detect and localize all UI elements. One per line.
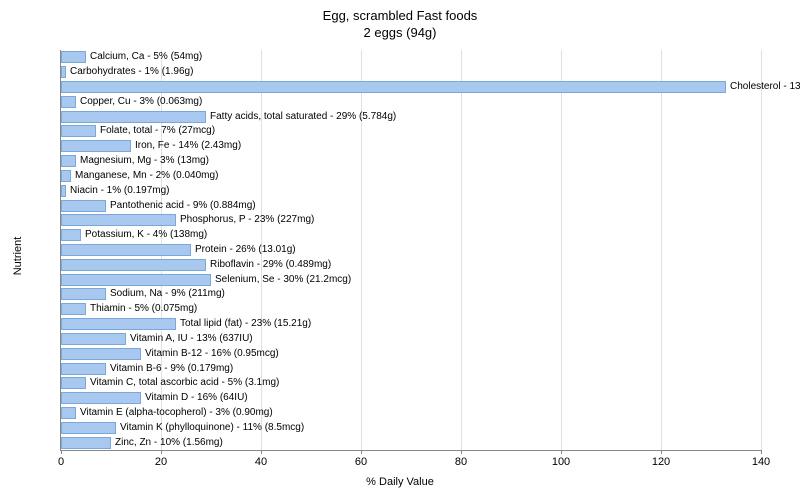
nutrient-bar (61, 66, 66, 78)
nutrient-bar-label: Vitamin B-6 - 9% (0.179mg) (110, 363, 233, 375)
nutrient-bar (61, 407, 76, 419)
title-line-2: 2 eggs (94g) (0, 25, 800, 42)
nutrient-bar-label: Zinc, Zn - 10% (1.56mg) (115, 437, 223, 449)
nutrient-bar (61, 170, 71, 182)
nutrient-bar-label: Phosphorus, P - 23% (227mg) (180, 214, 314, 226)
chart-title: Egg, scrambled Fast foods 2 eggs (94g) (0, 0, 800, 42)
nutrient-bar (61, 348, 141, 360)
nutrient-bar (61, 51, 86, 63)
nutrient-bar-label: Carbohydrates - 1% (1.96g) (70, 66, 193, 78)
x-tick-mark (161, 450, 162, 454)
nutrient-bar (61, 155, 76, 167)
nutrient-bar (61, 303, 86, 315)
nutrient-bar (61, 288, 106, 300)
x-tick-mark (361, 450, 362, 454)
nutrient-bar-label: Cholesterol - 133% (400mg) (730, 81, 800, 93)
x-tick-label: 80 (455, 456, 467, 468)
nutrient-bar (61, 422, 116, 434)
nutrient-bar (61, 185, 66, 197)
nutrient-chart: Egg, scrambled Fast foods 2 eggs (94g) N… (0, 0, 800, 500)
nutrient-bar (61, 229, 81, 241)
x-tick-label: 100 (552, 456, 570, 468)
nutrient-bar (61, 111, 206, 123)
x-tick-mark (661, 450, 662, 454)
nutrient-bar (61, 244, 191, 256)
nutrient-bar-label: Copper, Cu - 3% (0.063mg) (80, 96, 202, 108)
x-tick-mark (561, 450, 562, 454)
nutrient-bar-label: Niacin - 1% (0.197mg) (70, 185, 169, 197)
nutrient-bar-label: Magnesium, Mg - 3% (13mg) (80, 155, 209, 167)
nutrient-bar-label: Vitamin D - 16% (64IU) (145, 392, 248, 404)
nutrient-bar-label: Iron, Fe - 14% (2.43mg) (135, 140, 241, 152)
y-axis-label: Nutrient (12, 237, 24, 276)
nutrient-bar (61, 437, 111, 449)
nutrient-bar (61, 363, 106, 375)
nutrient-bar (61, 333, 126, 345)
nutrient-bar (61, 81, 726, 93)
nutrient-bar-label: Fatty acids, total saturated - 29% (5.78… (210, 111, 396, 123)
x-tick-label: 120 (652, 456, 670, 468)
nutrient-bar-label: Total lipid (fat) - 23% (15.21g) (180, 318, 311, 330)
nutrient-bar (61, 318, 176, 330)
x-tick-label: 40 (255, 456, 267, 468)
gridline (761, 50, 762, 450)
nutrient-bar-label: Vitamin C, total ascorbic acid - 5% (3.1… (90, 377, 279, 389)
nutrient-bar-label: Protein - 26% (13.01g) (195, 244, 296, 256)
nutrient-bar-label: Sodium, Na - 9% (211mg) (110, 288, 225, 300)
x-tick-label: 0 (58, 456, 64, 468)
nutrient-bar (61, 214, 176, 226)
x-tick-mark (61, 450, 62, 454)
nutrient-bar-label: Calcium, Ca - 5% (54mg) (90, 51, 202, 63)
nutrient-bar-label: Vitamin K (phylloquinone) - 11% (8.5mcg) (120, 422, 304, 434)
nutrient-bar-label: Vitamin A, IU - 13% (637IU) (130, 333, 253, 345)
x-tick-label: 20 (155, 456, 167, 468)
nutrient-bar (61, 125, 96, 137)
nutrient-bar (61, 140, 131, 152)
plot-area: 020406080100120140Calcium, Ca - 5% (54mg… (60, 50, 761, 451)
gridline (661, 50, 662, 450)
nutrient-bar (61, 274, 211, 286)
nutrient-bar-label: Manganese, Mn - 2% (0.040mg) (75, 170, 218, 182)
nutrient-bar (61, 392, 141, 404)
x-tick-mark (261, 450, 262, 454)
nutrient-bar-label: Folate, total - 7% (27mcg) (100, 125, 215, 137)
gridline (561, 50, 562, 450)
gridline (461, 50, 462, 450)
nutrient-bar (61, 96, 76, 108)
x-tick-mark (761, 450, 762, 454)
nutrient-bar-label: Thiamin - 5% (0.075mg) (90, 303, 197, 315)
nutrient-bar-label: Vitamin E (alpha-tocopherol) - 3% (0.90m… (80, 407, 273, 419)
nutrient-bar-label: Potassium, K - 4% (138mg) (85, 229, 207, 241)
title-line-1: Egg, scrambled Fast foods (0, 8, 800, 25)
nutrient-bar-label: Riboflavin - 29% (0.489mg) (210, 259, 331, 271)
nutrient-bar-label: Vitamin B-12 - 16% (0.95mcg) (145, 348, 279, 360)
nutrient-bar (61, 377, 86, 389)
x-tick-label: 60 (355, 456, 367, 468)
x-tick-label: 140 (752, 456, 770, 468)
nutrient-bar (61, 259, 206, 271)
x-tick-mark (461, 450, 462, 454)
nutrient-bar (61, 200, 106, 212)
nutrient-bar-label: Selenium, Se - 30% (21.2mcg) (215, 274, 351, 286)
x-axis-label: % Daily Value (366, 476, 434, 488)
nutrient-bar-label: Pantothenic acid - 9% (0.884mg) (110, 200, 256, 212)
